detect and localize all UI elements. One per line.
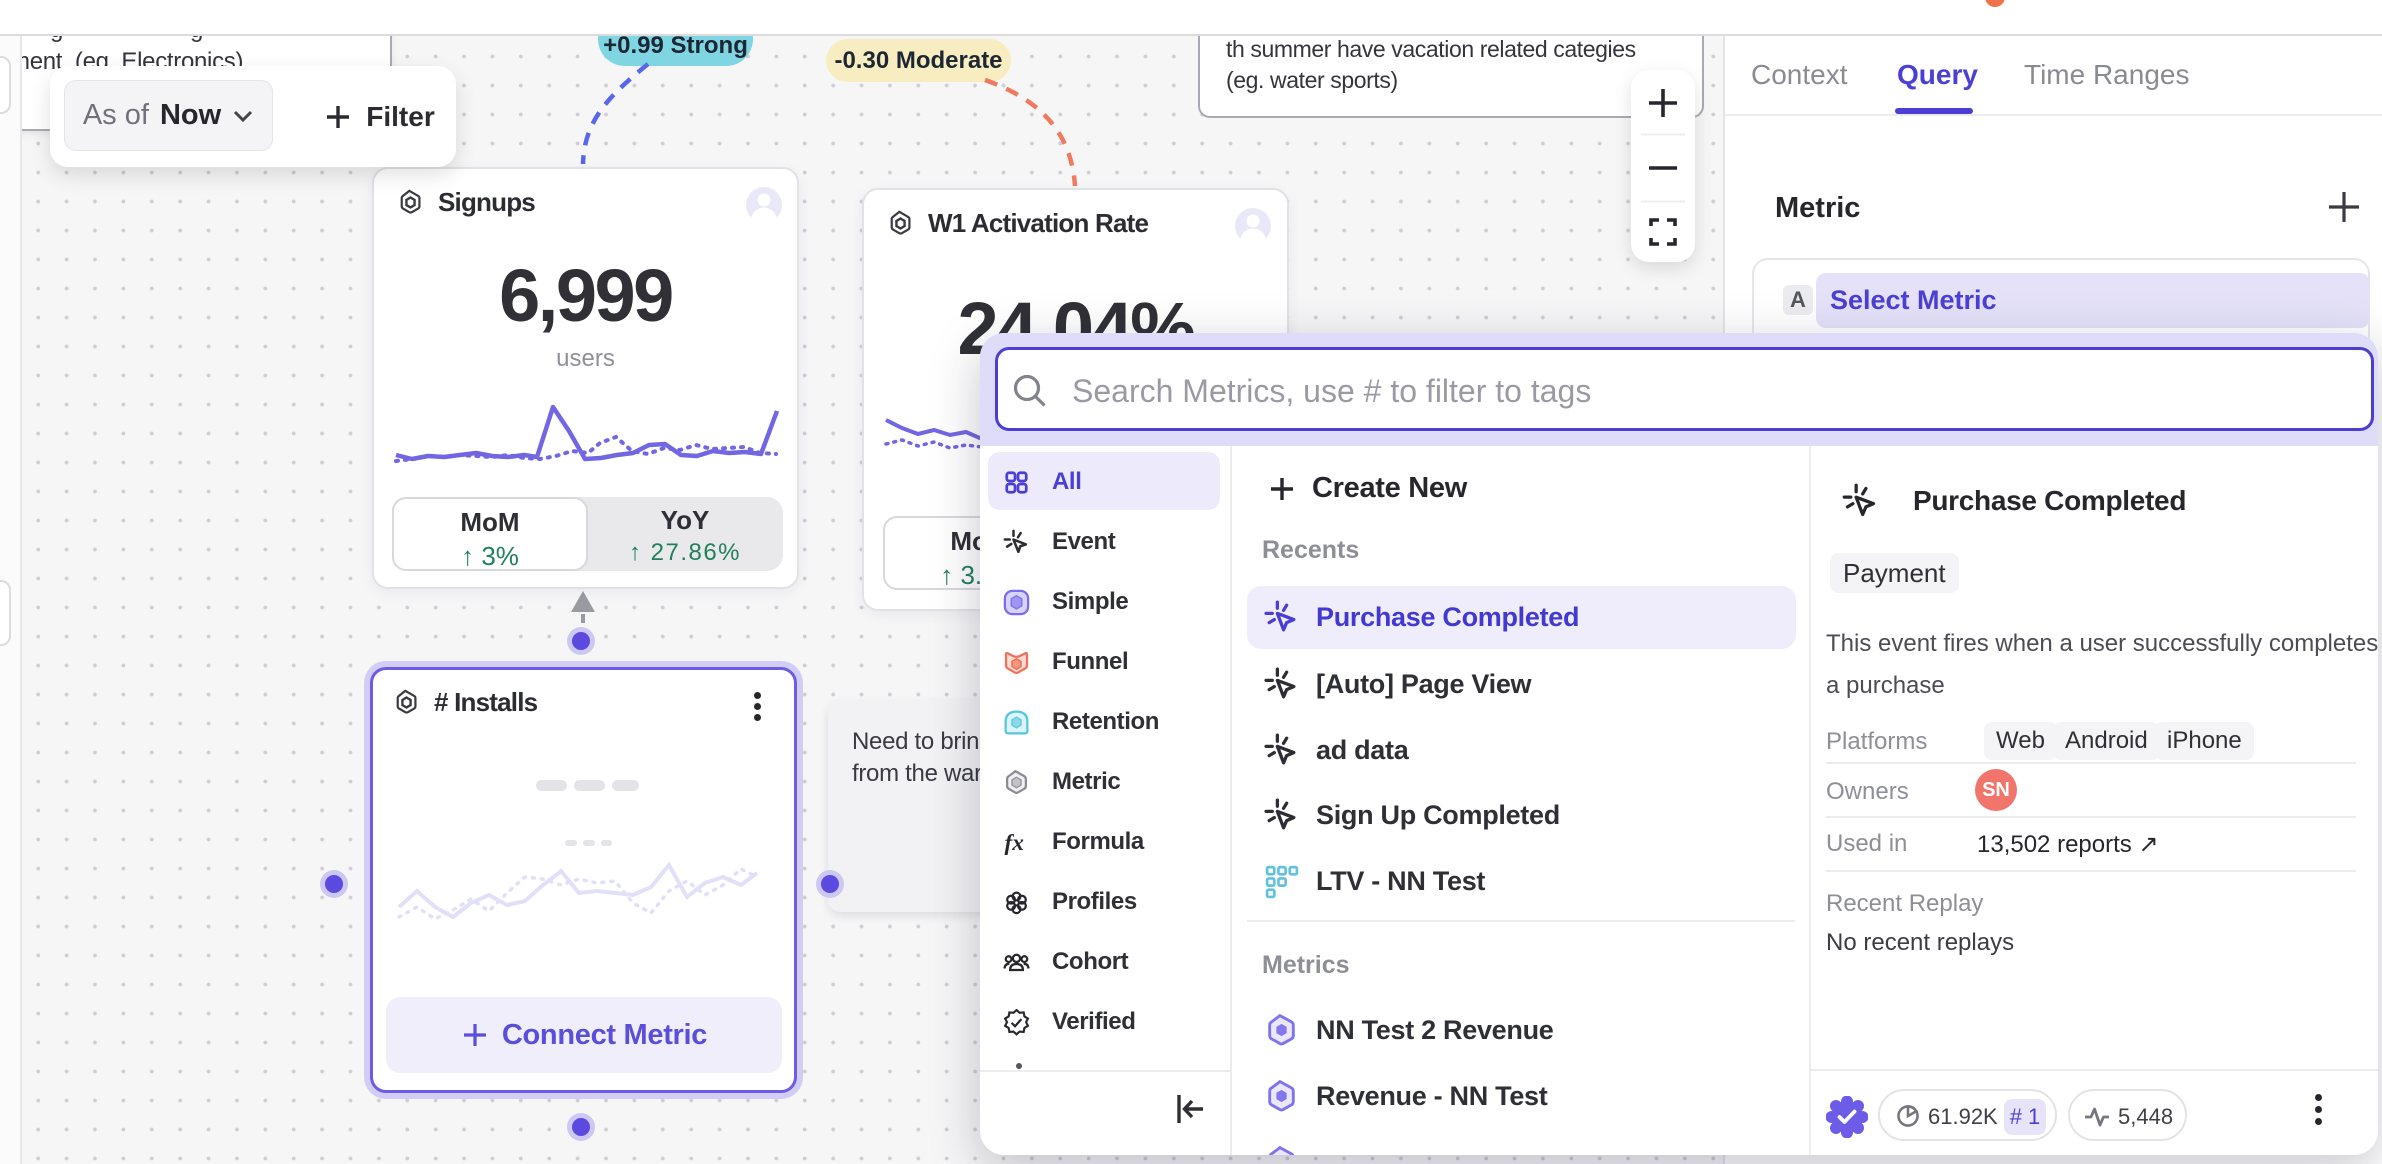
svg-text:fx: fx	[1005, 830, 1025, 856]
